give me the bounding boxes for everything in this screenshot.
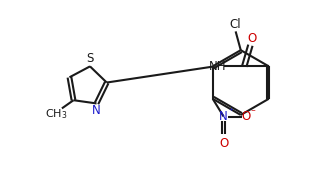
Text: N: N xyxy=(92,104,101,117)
Text: N: N xyxy=(219,110,228,123)
Text: O: O xyxy=(241,110,250,123)
Text: CH$_3$: CH$_3$ xyxy=(45,108,67,121)
Text: S: S xyxy=(86,52,94,65)
Text: O: O xyxy=(219,137,228,150)
Text: NH: NH xyxy=(209,60,227,73)
Text: O: O xyxy=(247,32,257,45)
Text: Cl: Cl xyxy=(230,18,241,31)
Text: $^+$: $^+$ xyxy=(227,107,235,115)
Text: $^-$: $^-$ xyxy=(249,107,256,115)
